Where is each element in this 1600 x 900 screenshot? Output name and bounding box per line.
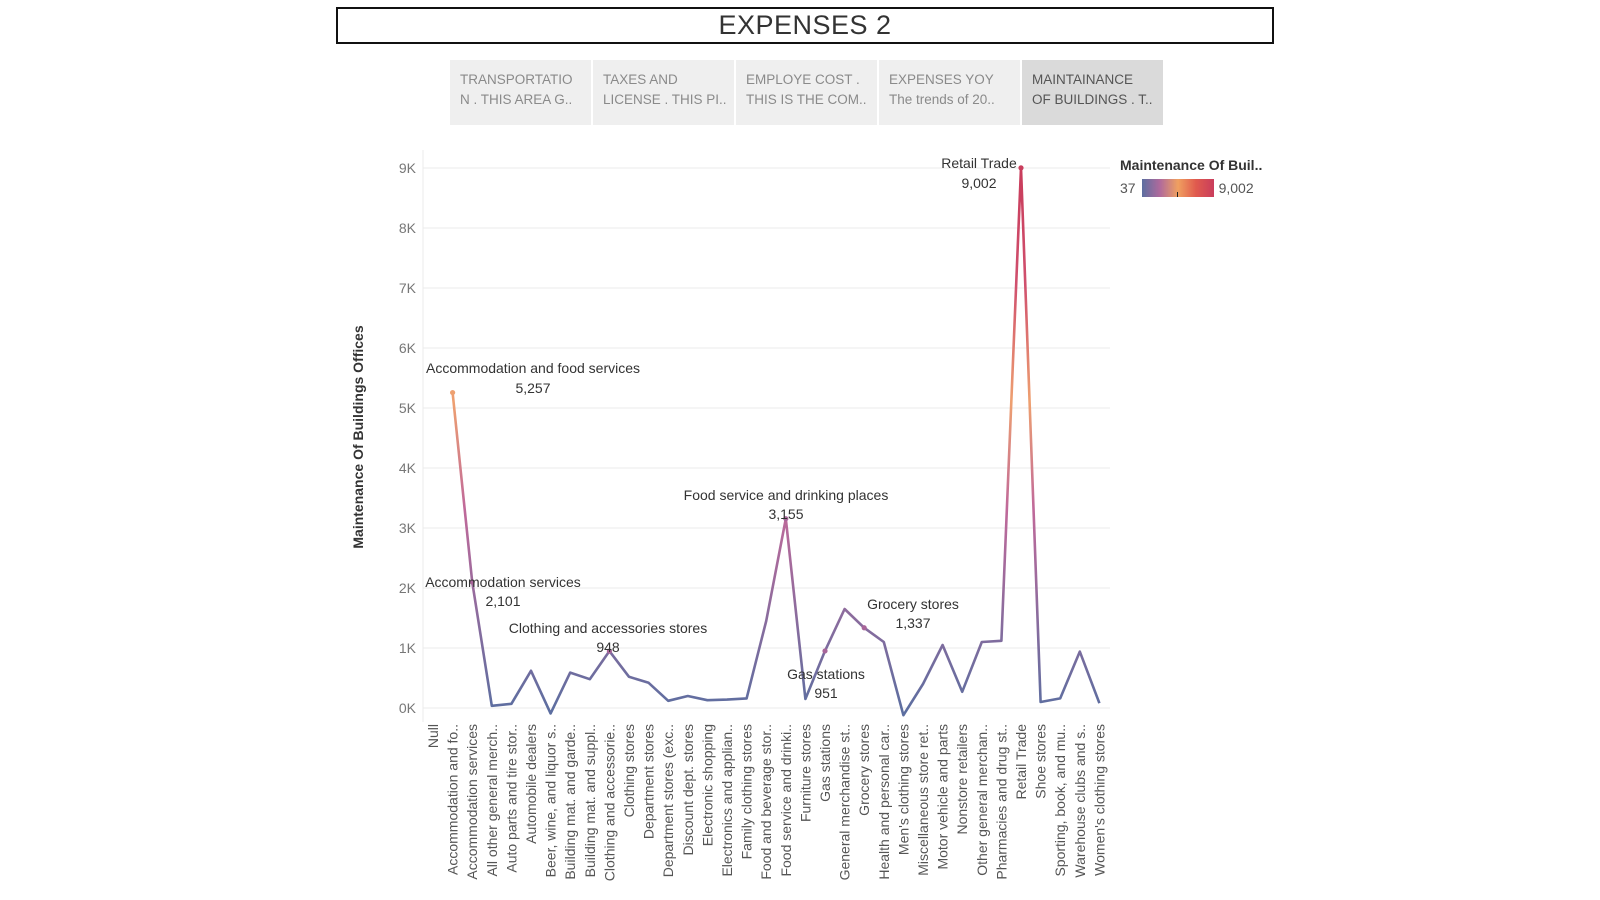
tab-line: OF BUILDINGS . T.. (1032, 92, 1153, 107)
x-tick-label: Sporting, book, and mu.. (1052, 724, 1068, 877)
y-tick-label: 8K (399, 220, 417, 236)
x-tick-label: Automobile dealers (523, 724, 539, 844)
y-axis-label: Maintenance Of Buildings Offices (350, 325, 366, 548)
annotation-name: Accommodation services (425, 574, 581, 590)
tab-line: The trends of 20.. (889, 92, 995, 107)
annotation-name: Grocery stores (867, 596, 959, 612)
x-tick-label: Department stores (641, 724, 657, 839)
x-tick-label: Food service and drinki.. (778, 724, 794, 877)
story-tabs: TRANSPORTATIO N . THIS AREA G.. TAXES AN… (450, 60, 1163, 125)
legend-scale: 37 9,002 (1120, 179, 1262, 197)
x-tick-label: Beer, wine, and liquor s.. (543, 724, 559, 877)
y-tick-label: 7K (399, 280, 417, 296)
legend-marker (1176, 192, 1178, 197)
x-tick-label: Discount dept. stores (680, 724, 696, 856)
tab-line: EXPENSES YOY (889, 72, 994, 87)
annotations: Accommodation and food services 5,257 Acco… (425, 155, 1017, 701)
x-tick-label: Family clothing stores (739, 724, 755, 859)
x-tick-label: Null (425, 724, 441, 748)
x-tick-label: Pharmacies and drug st.. (993, 724, 1009, 880)
annotation-value: 9,002 (961, 175, 996, 191)
annotation-name: Clothing and accessories stores (509, 620, 707, 636)
y-tick-label: 3K (399, 520, 417, 536)
x-tick-label: Electronic shopping (699, 724, 715, 846)
x-tick-label: Department stores (exc.. (660, 724, 676, 877)
legend-min-label: 37 (1120, 180, 1136, 196)
y-tick-label: 2K (399, 580, 417, 596)
legend-title: Maintenance Of Buil.. (1120, 157, 1263, 173)
y-tick-label: 0K (399, 700, 417, 716)
data-point (783, 516, 789, 522)
tab-maintenance-of-buildings[interactable]: MAINTAINANCE OF BUILDINGS . T.. (1022, 60, 1163, 125)
data-point (606, 648, 613, 654)
annotation-value: 948 (596, 639, 620, 655)
annotation-name: Food service and drinking places (684, 487, 889, 503)
x-tick-label: Gas stations (817, 724, 833, 802)
annotation-value: 2,101 (485, 593, 520, 609)
x-tick-label: Warehouse clubs and s.. (1072, 724, 1088, 878)
x-tick-label: Women's clothing stores (1091, 724, 1107, 876)
x-tick-label: Accommodation and fo.. (445, 724, 461, 875)
x-tick-label: Men's clothing stores (895, 724, 911, 855)
x-tick-label: Accommodation services (464, 724, 480, 880)
tab-transportation[interactable]: TRANSPORTATIO N . THIS AREA G.. (450, 60, 591, 125)
y-tick-label: 9K (399, 160, 417, 176)
y-tick-label: 4K (399, 460, 417, 476)
tab-line: N . THIS AREA G.. (460, 92, 573, 107)
annotation-value: 951 (814, 685, 838, 701)
x-tick-label: Shoe stores (1033, 724, 1049, 799)
legend-gradient-bar (1141, 179, 1214, 197)
x-tick-label: Electronics and applian.. (719, 724, 735, 877)
tab-line: LICENSE . THIS PI.. (603, 92, 726, 107)
dashboard-title: EXPENSES 2 (336, 7, 1274, 44)
data-point (822, 648, 828, 654)
annotation-value: 3,155 (768, 506, 803, 522)
x-tick-label: Building mat. and garde.. (562, 724, 578, 880)
x-tick-label: Clothing stores (621, 724, 637, 817)
y-axis-ticks: 0K 1K 2K 3K 4K 5K 6K 7K 8K 9K (399, 160, 417, 716)
annotation-name: Retail Trade (941, 155, 1017, 171)
color-legend: Maintenance Of Buil.. 37 9,002 (1120, 157, 1262, 197)
x-tick-label: Health and personal car.. (876, 724, 892, 880)
tab-taxes-and-license[interactable]: TAXES AND LICENSE . THIS PI.. (593, 60, 734, 125)
annotation-name: Accommodation and food services (426, 360, 640, 376)
data-point (1018, 165, 1024, 171)
x-tick-label: Retail Trade (1013, 724, 1029, 800)
y-tick-label: 1K (399, 640, 417, 656)
x-tick-label: General merchandise st.. (837, 724, 853, 880)
data-point (861, 625, 867, 631)
annotation-value: 1,337 (895, 615, 930, 631)
dashboard-title-text: EXPENSES 2 (718, 10, 892, 40)
gridlines (422, 150, 1110, 722)
x-tick-label: Building mat. and suppl.. (582, 724, 598, 877)
data-points (450, 165, 1024, 654)
annotation-name: Gas stations (787, 666, 865, 682)
x-tick-label: Furniture stores (797, 724, 813, 822)
series-line (451, 166, 1101, 717)
x-tick-label: All other general merch.. (484, 724, 500, 877)
x-tick-label: Nonstore retailers (954, 724, 970, 835)
x-tick-label: Motor vehicle and parts (935, 724, 951, 870)
y-tick-label: 6K (399, 340, 417, 356)
tab-expenses-yoy[interactable]: EXPENSES YOY The trends of 20.. (879, 60, 1020, 125)
x-tick-label: Auto parts and tire stor.. (503, 724, 519, 873)
data-point (469, 579, 475, 585)
legend-max-label: 9,002 (1218, 180, 1254, 196)
y-tick-label: 5K (399, 400, 417, 416)
x-tick-label: Other general merchan.. (974, 724, 990, 876)
tab-employee-cost[interactable]: EMPLOYE COST . THIS IS THE COM.. (736, 60, 877, 125)
x-axis-ticks: Null Accommodation and fo.. Accommodation … (425, 724, 1107, 881)
tab-line: THIS IS THE COM.. (746, 92, 867, 107)
annotation-value: 5,257 (515, 380, 550, 396)
x-tick-label: Miscellaneous store ret.. (915, 724, 931, 876)
tab-line: TRANSPORTATIO (460, 72, 573, 87)
data-point (450, 389, 456, 396)
x-tick-label: Grocery stores (856, 724, 872, 816)
x-tick-label: Food and beverage stor.. (758, 724, 774, 880)
tab-line: EMPLOYE COST . (746, 72, 860, 87)
tab-line: TAXES AND (603, 72, 678, 87)
tab-line: MAINTAINANCE (1032, 72, 1134, 87)
x-tick-label: Clothing and accessorie.. (601, 724, 617, 881)
